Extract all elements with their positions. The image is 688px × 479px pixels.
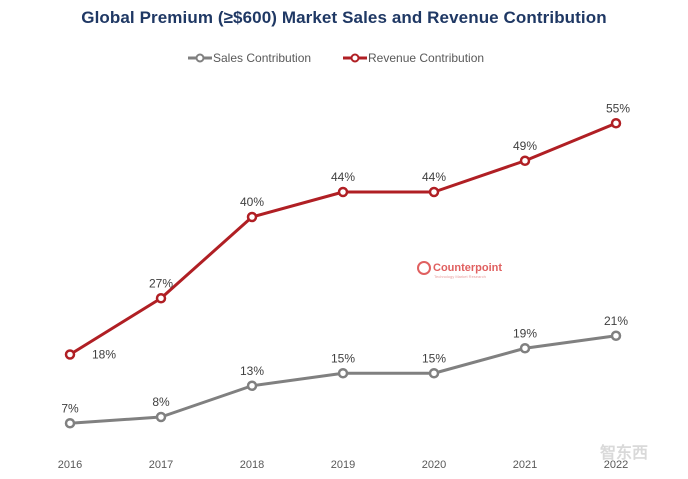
data-point-sales (519, 343, 531, 354)
data-point-revenue (155, 293, 167, 304)
x-tick-label: 2019 (331, 459, 355, 471)
data-point-revenue (246, 211, 258, 223)
series-revenue: 18% 27% 40% 44% 44% 49% 55% (64, 101, 630, 362)
data-label-sales: 21% (604, 314, 628, 328)
data-label-revenue: 44% (331, 170, 355, 184)
legend: Sales Contribution Revenue Contribution (188, 51, 484, 65)
data-label-revenue: 49% (513, 139, 537, 153)
data-point-sales (610, 330, 622, 341)
x-tick-label: 2016 (58, 459, 82, 471)
data-point-sales (155, 411, 167, 423)
x-tick-label: 2020 (422, 459, 446, 471)
legend-marker-revenue (350, 53, 360, 63)
x-axis: 2016 2017 2018 2019 2020 2021 2022 (58, 459, 628, 471)
legend-label-revenue: Revenue Contribution (368, 51, 484, 65)
counterpoint-watermark: Counterpoint Technology Market Research (417, 261, 502, 279)
legend-item-revenue: Revenue Contribution (343, 51, 484, 65)
data-label-sales: 7% (61, 401, 79, 415)
data-point-revenue (428, 186, 440, 198)
data-label-revenue: 18% (92, 348, 116, 362)
counterpoint-logo-icon (417, 261, 431, 275)
chart-title: Global Premium (≥$600) Market Sales and … (81, 8, 607, 27)
data-label-sales: 8% (152, 395, 170, 409)
x-tick-label: 2021 (513, 459, 537, 471)
data-label-sales: 19% (513, 326, 537, 340)
data-point-sales (337, 368, 349, 379)
series-layer: 7% 8% 13% 15% 15% 19% 21% 18% 27% 40% 44% 44% 49% 55% (61, 101, 630, 429)
data-label-revenue: 27% (149, 276, 173, 290)
legend-item-sales: Sales Contribution (188, 51, 311, 65)
data-point-revenue (610, 118, 622, 129)
series-line-revenue (69, 121, 617, 356)
data-point-sales (246, 380, 258, 391)
data-point-sales (428, 368, 440, 379)
data-point-revenue (64, 349, 76, 360)
legend-marker-sales (195, 53, 205, 63)
corner-logo: 智东西 (600, 443, 648, 462)
x-tick-label: 2018 (240, 459, 264, 471)
series-sales: 7% 8% 13% 15% 15% 19% 21% (61, 314, 628, 429)
x-tick-label: 2017 (149, 459, 173, 471)
data-label-revenue: 40% (240, 195, 264, 209)
watermark-brand: Counterpoint (433, 262, 502, 274)
data-label-sales: 15% (422, 351, 446, 365)
corner-logo-text: 智东西 (600, 443, 648, 462)
data-point-revenue (337, 186, 349, 198)
data-label-sales: 13% (240, 364, 264, 378)
data-label-revenue: 44% (422, 170, 446, 184)
watermark-tagline: Technology Market Research (434, 274, 486, 279)
x-tick-label: 2022 (604, 459, 628, 471)
data-label-revenue: 55% (606, 101, 630, 115)
data-label-sales: 15% (331, 351, 355, 365)
legend-label-sales: Sales Contribution (213, 51, 311, 65)
data-point-revenue (519, 155, 531, 166)
series-line-sales (69, 334, 617, 425)
data-point-sales (64, 418, 76, 429)
